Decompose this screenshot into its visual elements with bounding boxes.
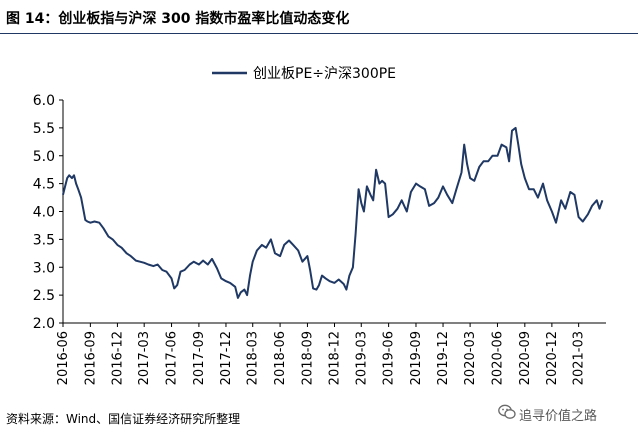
watermark: 追寻价值之路 (498, 404, 597, 428)
x-tick-label: 2017-03 (137, 331, 152, 385)
x-tick-label: 2019-06 (382, 331, 397, 385)
watermark-text: 追寻价值之路 (519, 409, 598, 424)
x-tick-label: 2020-09 (518, 331, 533, 385)
x-tick-label: 2016-09 (83, 331, 98, 385)
x-tick-label: 2018-09 (300, 331, 315, 385)
x-tick-label: 2019-09 (409, 331, 424, 385)
y-tick-label: 3.0 (33, 260, 55, 276)
y-tick-label: 6.0 (33, 93, 55, 109)
x-tick-label: 2020-06 (490, 331, 505, 385)
y-tick-label: 3.5 (33, 232, 55, 248)
y-tick-label: 5.5 (33, 121, 55, 137)
x-tick-label: 2019-03 (354, 331, 369, 385)
x-tick-label: 2016-12 (110, 331, 125, 385)
title-rule (0, 33, 638, 34)
legend-label: 创业板PE÷沪深300PE (253, 66, 396, 82)
x-tick-label: 2020-12 (545, 331, 560, 385)
x-tick-label: 2018-03 (246, 331, 261, 385)
y-tick-label: 4.0 (33, 205, 55, 221)
x-tick-label: 2020-03 (463, 331, 478, 385)
x-tick-label: 2017-12 (219, 331, 234, 385)
y-tick-label: 4.5 (33, 177, 55, 193)
wechat-icon (498, 404, 516, 429)
x-tick-label: 2018-06 (273, 331, 288, 385)
x-tick-label: 2016-06 (56, 331, 71, 385)
x-tick-label: 2018-12 (328, 331, 343, 385)
figure-title: 图 14：创业板指与沪深 300 指数市盈率比值动态变化 (6, 11, 350, 27)
y-tick-label: 2.5 (33, 288, 55, 304)
x-tick-label: 2017-06 (165, 331, 180, 385)
x-tick-label: 2019-12 (436, 331, 451, 385)
line-chart: 创业板PE÷沪深300PE 2.0 2.5 3.0 3.5 4.0 4.5 5.0 5.5 6.0… (33, 66, 606, 385)
y-tick-label: 5.0 (33, 149, 55, 165)
series-line (62, 126, 604, 299)
x-tick-label: 2017-09 (192, 331, 207, 385)
y-tick-label: 2.0 (33, 316, 55, 332)
x-tick-label: 2021-03 (572, 331, 587, 385)
source-note: 资料来源：Wind、国信证券经济研究所整理 (6, 412, 241, 426)
